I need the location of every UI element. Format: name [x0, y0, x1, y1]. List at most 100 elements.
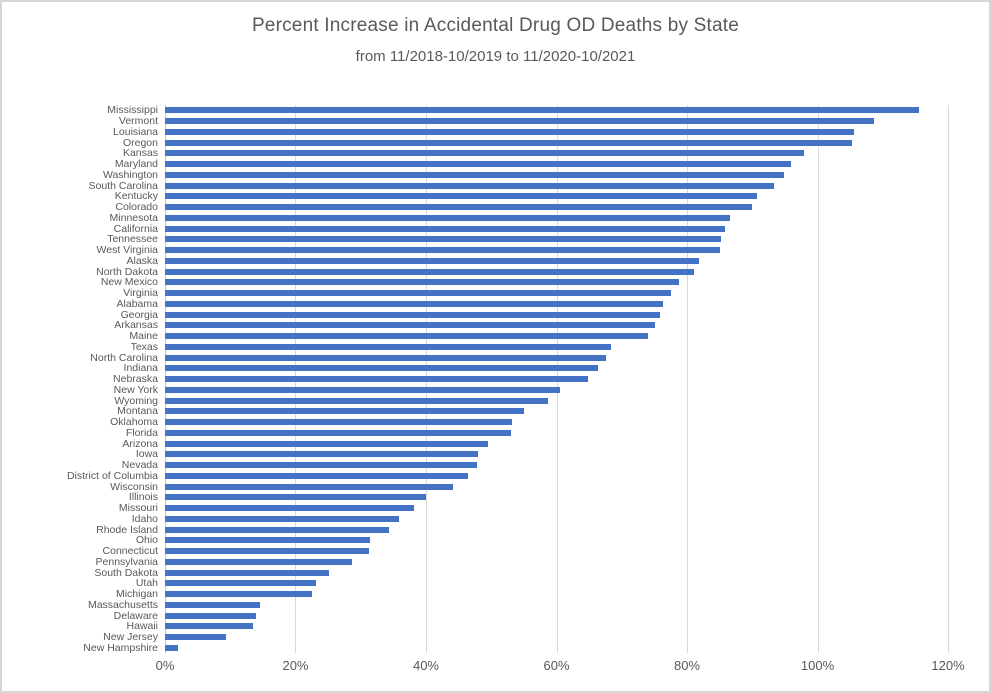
bar	[165, 515, 400, 522]
bar-row: Georgia	[121, 309, 948, 320]
bar-row: North Carolina	[90, 352, 948, 363]
chart-title: Percent Increase in Accidental Drug OD D…	[251, 15, 740, 36]
bar	[165, 182, 775, 189]
x-tick-label: 20%	[282, 658, 309, 673]
bar	[165, 408, 524, 415]
bar-row: Minnesota	[110, 213, 948, 224]
bar-row: Illinois	[129, 492, 948, 503]
bar-row: Mississippi	[107, 105, 948, 116]
gridline	[817, 105, 819, 653]
bar	[165, 634, 226, 641]
bar	[165, 462, 477, 469]
bar-row: Nevada	[122, 460, 948, 471]
category-label: New Mexico	[100, 276, 158, 289]
bar-row: Maryland	[115, 159, 948, 170]
category-label: Missouri	[118, 501, 158, 514]
category-label: West Virginia	[96, 243, 158, 256]
bar-row: South Carolina	[89, 180, 948, 191]
category-label: Ohio	[135, 534, 158, 547]
category-label: Illinois	[128, 491, 158, 504]
bar-row: Arkansas	[114, 320, 948, 331]
bar-row: Louisiana	[113, 127, 948, 138]
bar-row: Kansas	[123, 148, 948, 159]
bar-row: Maine	[129, 331, 948, 342]
bar	[165, 150, 805, 157]
category-label: North Dakota	[96, 265, 158, 278]
bar-row: New York	[114, 385, 948, 396]
bar	[165, 591, 313, 598]
category-label: Louisiana	[113, 125, 158, 138]
bar	[165, 214, 731, 221]
bar-row: Arizona	[122, 438, 948, 449]
bar	[165, 580, 316, 587]
bar-row: New Jersey	[103, 632, 948, 643]
category-label: Vermont	[118, 114, 158, 127]
bar-row: Nebraska	[113, 374, 948, 385]
bar	[165, 569, 329, 576]
bar-row: Alabama	[117, 299, 948, 310]
bar-row: Virginia	[123, 288, 948, 299]
category-label: Kentucky	[114, 190, 158, 203]
bar	[165, 505, 414, 512]
bar	[165, 139, 853, 146]
bar-row: Wisconsin	[110, 481, 948, 492]
bar	[165, 558, 353, 565]
x-tick-label: 40%	[412, 658, 439, 673]
bar-row: California	[114, 223, 948, 234]
bar-row: Oregon	[123, 137, 948, 148]
bar	[165, 107, 920, 114]
category-label: New York	[113, 383, 158, 396]
bar	[165, 494, 426, 501]
category-label: Oregon	[122, 136, 158, 149]
bar-row: New Hampshire	[83, 643, 948, 654]
bar	[165, 483, 454, 490]
category-label: Washington	[102, 168, 158, 181]
chart-subtitle: from 11/2018-10/2019 to 11/2020-10/2021	[355, 48, 636, 65]
bar	[165, 236, 721, 243]
category-label: Colorado	[115, 200, 158, 213]
category-label: Nevada	[121, 458, 158, 471]
category-label: Pennsylvania	[95, 555, 158, 568]
bar	[165, 290, 671, 297]
category-label: Nebraska	[113, 372, 158, 385]
bar-row: North Dakota	[96, 266, 948, 277]
category-label: Montana	[117, 405, 158, 418]
bar	[165, 343, 611, 350]
x-axis: 0% 20% 40% 60% 80% 100% 120%	[156, 658, 965, 678]
bar-row: Hawaii	[126, 621, 948, 632]
bar-row: Texas	[131, 342, 948, 353]
category-label: Arizona	[122, 437, 158, 450]
category-label: New Hampshire	[83, 641, 158, 654]
bar	[165, 397, 549, 404]
bar	[165, 171, 784, 178]
bar-row: District of Columbia	[67, 471, 948, 482]
plot-area: Mississippi Vermont Louisiana Oregon Kansas M…	[67, 105, 949, 654]
bar	[165, 268, 694, 275]
bar	[165, 472, 468, 479]
x-tick-label: 80%	[673, 658, 700, 673]
bar	[165, 193, 758, 200]
bar	[165, 526, 390, 533]
bar-row: Iowa	[136, 449, 948, 460]
x-tick-label: 0%	[155, 658, 175, 673]
bar-row: Delaware	[114, 610, 948, 621]
category-label: Utah	[135, 577, 158, 590]
bar-row: Alaska	[126, 256, 948, 267]
bar-row: Kentucky	[115, 191, 948, 202]
bar	[165, 300, 663, 307]
category-label: Kansas	[122, 147, 158, 160]
bar-row: Oklahoma	[110, 417, 948, 428]
bar-row: Montana	[117, 406, 948, 417]
category-label: Virginia	[123, 286, 158, 299]
bar	[165, 247, 721, 254]
category-label: Maryland	[114, 157, 158, 170]
category-label: Idaho	[131, 512, 158, 525]
category-label: Wisconsin	[110, 480, 158, 493]
bar	[165, 440, 488, 447]
bar-row: Missouri	[119, 503, 948, 514]
bar-row: Tennessee	[107, 234, 948, 245]
bar-row: Indiana	[124, 363, 948, 374]
bar	[165, 623, 254, 630]
bar-row: Vermont	[119, 116, 948, 127]
